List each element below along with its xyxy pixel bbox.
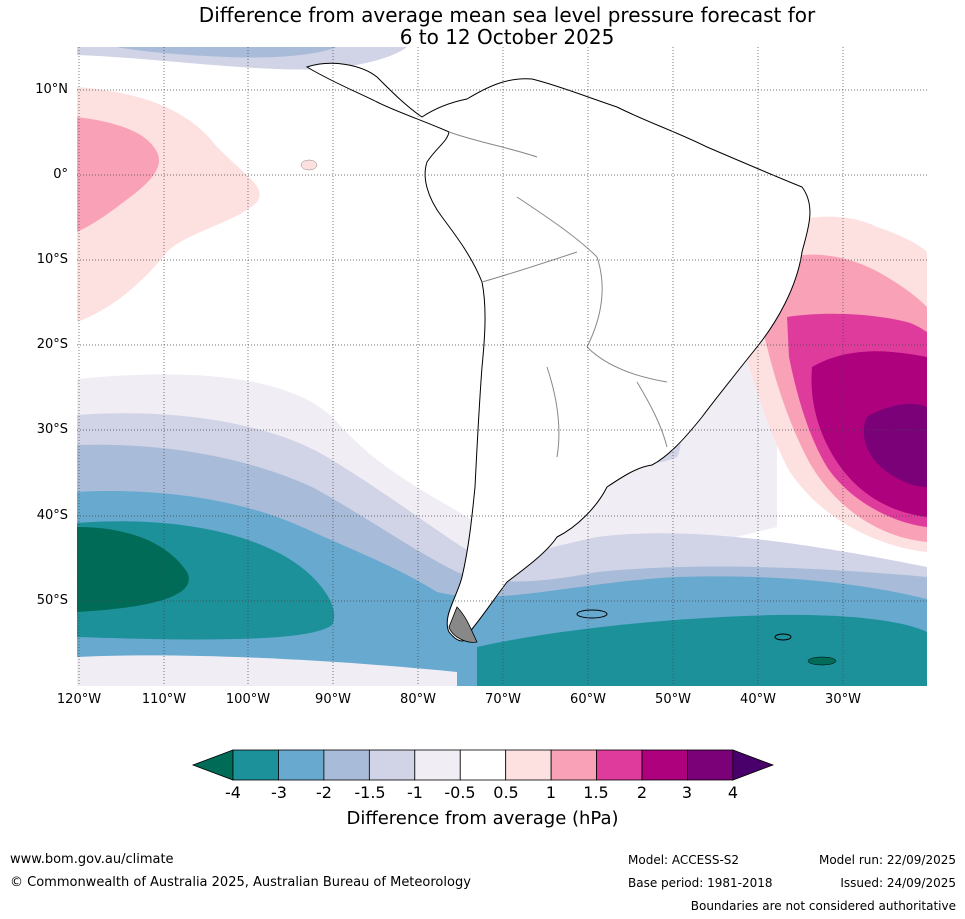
land-outlines xyxy=(300,62,837,666)
graticule xyxy=(77,47,927,686)
colorbar-tick: -3 xyxy=(271,783,287,802)
colorbar-tick: 1 xyxy=(545,783,557,802)
website-link[interactable]: www.bom.gov.au/climate xyxy=(10,852,174,867)
colorbar-extend-low xyxy=(191,749,234,781)
title-line-1: Difference from average mean sea level p… xyxy=(198,3,816,27)
lon-label-40w: 40°W xyxy=(740,692,776,707)
falkland-islands xyxy=(576,609,608,619)
country-border xyxy=(481,251,578,283)
colorbar-tick: 2 xyxy=(636,783,648,802)
model-run-date: Model run: 22/09/2025 xyxy=(818,853,956,867)
colorbar-swatch-0.5_1 xyxy=(505,749,552,781)
lon-label-80w: 80°W xyxy=(400,692,436,707)
issued-date: Issued: 24/09/2025 xyxy=(840,876,956,890)
south-sandwich-island xyxy=(807,656,837,666)
colorbar-swatch--3_-2 xyxy=(278,749,325,781)
anomaly-contour-1_1.5 xyxy=(77,117,159,232)
lon-label-100w: 100°W xyxy=(225,692,271,707)
pressure-anomaly-map xyxy=(77,47,927,686)
colorbar-swatch--4_-3 xyxy=(232,749,279,781)
colorbar-tick: -1.5 xyxy=(354,783,386,802)
colorbar-swatch--1.5_-1 xyxy=(368,749,416,781)
colorbar-title: Difference from average (hPa) xyxy=(346,808,619,829)
colorbar-swatch-3_4 xyxy=(687,749,734,781)
lat-label-20s: 20°S xyxy=(36,337,68,352)
tierra-del-fuego xyxy=(448,606,478,643)
lon-label-110w: 110°W xyxy=(141,692,187,707)
colorbar-tick: 4 xyxy=(727,783,739,802)
anomaly-contour--2_-1.5 xyxy=(117,47,337,58)
lat-label-50s: 50°S xyxy=(36,593,68,608)
continent-outline xyxy=(305,62,811,642)
colorbar-tick: 3 xyxy=(681,783,693,802)
anomaly-contour--1_-0.5 xyxy=(77,655,457,686)
colorbar-swatch--2_-1.5 xyxy=(323,749,370,781)
colorbar-swatch--0.5_0.5 xyxy=(459,749,507,781)
colorbar-tick: -1 xyxy=(407,783,423,802)
colorbar-tick: 1.5 xyxy=(583,783,609,802)
colorbar-extend-high xyxy=(732,749,775,781)
colorbar-swatch-1.5_2 xyxy=(596,749,643,781)
boundary-disclaimer: Boundaries are not considered authoritat… xyxy=(690,899,956,913)
lon-label-90w: 90°W xyxy=(315,692,351,707)
map-title: Difference from average mean sea level p… xyxy=(0,4,965,48)
colorbar-tick: -2 xyxy=(316,783,332,802)
country-border xyxy=(448,131,538,158)
colorbar-swatch-2_3 xyxy=(641,749,688,781)
colorbar-tick: -0.5 xyxy=(444,783,476,802)
lat-label-40s: 40°S xyxy=(36,508,68,523)
country-border xyxy=(546,366,560,458)
country-border xyxy=(636,381,668,448)
model-name: Model: ACCESS-S2 xyxy=(628,853,740,867)
colorbar-swatch--1_-0.5 xyxy=(414,749,461,781)
lon-label-50w: 50°W xyxy=(655,692,691,707)
anomaly-contour--4_-3 xyxy=(477,614,927,686)
colorbar-tick: -4 xyxy=(225,783,241,802)
colorbar xyxy=(191,749,775,781)
country-border xyxy=(586,256,603,348)
map-panel xyxy=(77,47,927,686)
country-border xyxy=(516,196,598,258)
lon-label-30w: 30°W xyxy=(825,692,861,707)
anomaly-contour-3_4 xyxy=(863,404,927,487)
lat-label-30s: 30°S xyxy=(36,422,68,437)
copyright-text: © Commonwealth of Australia 2025, Austra… xyxy=(10,875,471,890)
galapagos-islands xyxy=(300,159,318,171)
anomaly-contour-below_-4 xyxy=(77,527,189,612)
lat-label-10n: 10°N xyxy=(35,82,68,97)
lon-label-120w: 120°W xyxy=(56,692,102,707)
lat-label-10s: 10°S xyxy=(36,252,68,267)
base-period: Base period: 1981-2018 xyxy=(628,876,773,890)
title-line-2: 6 to 12 October 2025 xyxy=(399,25,615,49)
colorbar-swatch-1_1.5 xyxy=(550,749,597,781)
country-border xyxy=(586,346,668,383)
south-georgia xyxy=(774,633,792,641)
colorbar-tick: 0.5 xyxy=(493,783,519,802)
lon-label-70w: 70°W xyxy=(485,692,521,707)
lon-label-60w: 60°W xyxy=(570,692,606,707)
lat-label-0: 0° xyxy=(53,167,68,182)
